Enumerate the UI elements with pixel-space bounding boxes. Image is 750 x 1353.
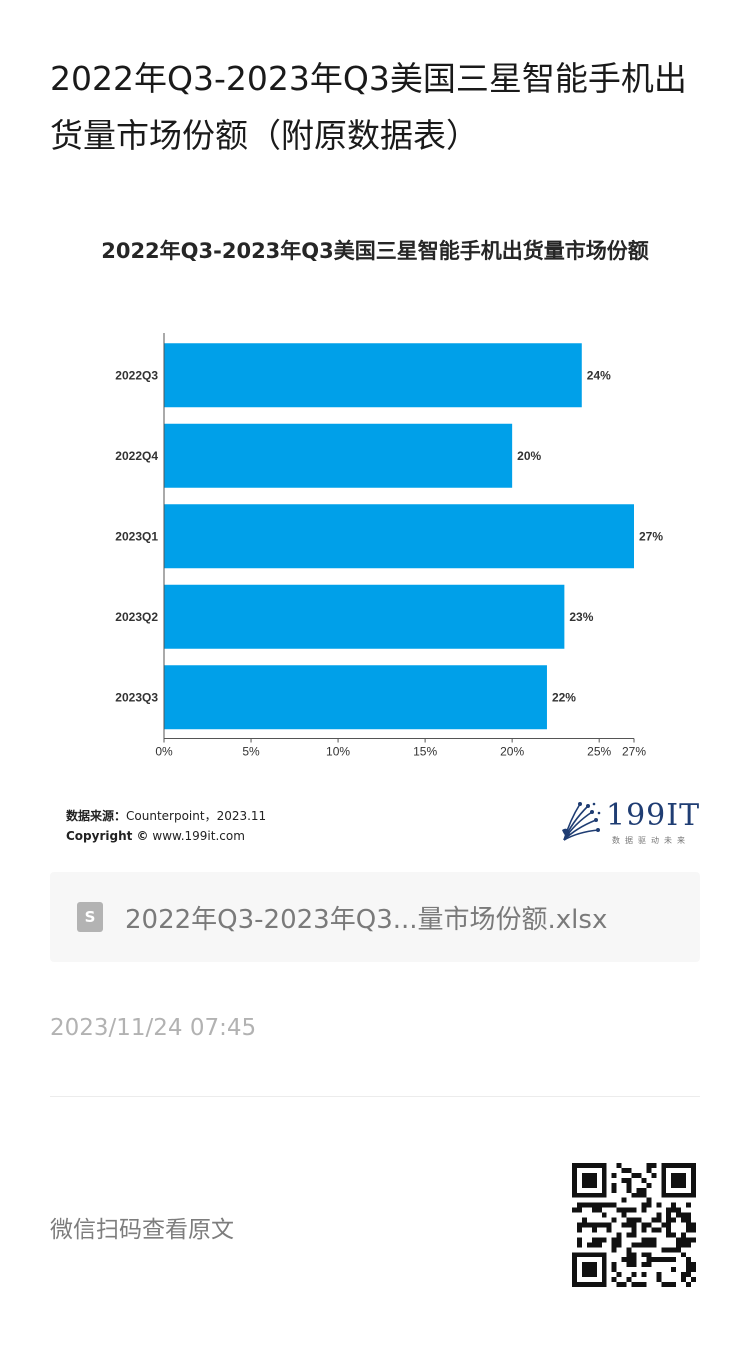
bar	[164, 665, 547, 730]
data-label: 20%	[517, 449, 541, 463]
data-label: 24%	[587, 368, 611, 382]
category-label: 2022Q4	[115, 449, 158, 463]
category-label: 2023Q3	[115, 690, 158, 704]
bar	[164, 504, 634, 569]
x-tick-label: 15%	[413, 745, 437, 759]
qr-hint: 微信扫码查看原文	[50, 1217, 234, 1243]
x-tick-label: 25%	[587, 745, 611, 759]
category-label: 2023Q2	[115, 610, 158, 624]
attachment-filename: 2022年Q3-2023年Q3...量市场份额.xlsx	[125, 904, 608, 935]
dandelion-logo-icon	[562, 802, 601, 841]
x-tick-label: 27%	[622, 745, 646, 759]
chart-figure: 2022年Q3-2023年Q3美国三星智能手机出货量市场份额 2022Q3 24%…	[50, 215, 700, 855]
source-label: 数据来源：	[66, 809, 127, 823]
source-block: 数据来源：Counterpoint，2023.11 Copyright © ww…	[66, 806, 266, 846]
article-title: 2022年Q3-2023年Q3美国三星智能手机出货量市场份额（附原数据表）	[50, 59, 687, 155]
file-s-icon: S	[77, 902, 103, 932]
category-label: 2023Q1	[115, 529, 158, 543]
brand-tagline: 数据驱动未来	[612, 836, 690, 845]
data-label: 22%	[552, 690, 576, 704]
x-tick-label: 0%	[155, 745, 173, 759]
publish-timestamp: 2023/11/24 07:45	[50, 1015, 257, 1041]
qr-code-icon[interactable]	[572, 1163, 696, 1287]
x-tick-label: 5%	[242, 745, 260, 759]
data-label: 23%	[569, 610, 593, 624]
category-label: 2022Q3	[115, 368, 158, 382]
copyright-label: Copyright ©	[66, 829, 149, 843]
copyright-text: www.199it.com	[152, 829, 245, 843]
brand-logo: 199IT 数据驱动未来	[558, 798, 701, 846]
x-tick-label: 10%	[326, 745, 350, 759]
bar	[164, 423, 513, 488]
divider	[50, 1096, 700, 1097]
source-text: Counterpoint，2023.11	[126, 809, 267, 823]
attachment-card[interactable]: S 2022年Q3-2023年Q3...量市场份额.xlsx	[50, 872, 700, 962]
x-tick-label: 20%	[500, 745, 524, 759]
chart-title: 2022年Q3-2023年Q3美国三星智能手机出货量市场份额	[101, 239, 649, 263]
bar-chart: 2022Q3 24% 2022Q4 20% 2023Q1 27% 2023Q2 23% 2023…	[115, 333, 663, 759]
data-label: 27%	[639, 529, 663, 543]
brand-name: 199IT	[606, 798, 701, 833]
bar	[164, 584, 565, 649]
bar	[164, 343, 582, 408]
